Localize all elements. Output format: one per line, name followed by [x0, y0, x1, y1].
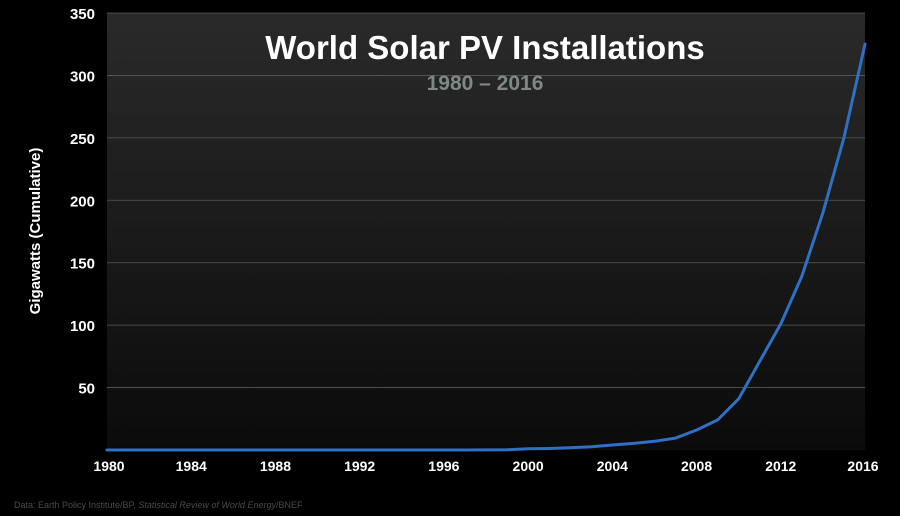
source-italic: Statistical Review of World Energy	[138, 500, 276, 510]
x-tick-label: 2012	[765, 458, 796, 474]
x-tick-label: 2004	[597, 458, 628, 474]
x-tick-label: 1992	[344, 458, 375, 474]
y-tick-label: 350	[70, 6, 95, 23]
chart-title: World Solar PV Installations	[265, 29, 704, 66]
y-tick-label: 150	[70, 256, 95, 273]
y-tick-label: 100	[70, 318, 95, 335]
x-tick-label: 1984	[176, 458, 207, 474]
source-note: Data: Earth Policy Institute/BP, Statist…	[14, 500, 302, 510]
x-tick-label: 2008	[681, 458, 712, 474]
y-tick-label: 50	[78, 381, 95, 398]
source-suffix: /BNEF	[275, 500, 303, 510]
x-tick-label: 1996	[428, 458, 459, 474]
x-tick-label: 1980	[93, 458, 124, 474]
y-tick-label: 200	[70, 193, 95, 210]
plot-area	[107, 13, 865, 450]
y-tick-label: 300	[70, 68, 95, 85]
y-tick-label: 250	[70, 131, 95, 148]
y-axis-label: Gigawatts (Cumulative)	[27, 148, 44, 315]
series-line	[105, 42, 867, 452]
source-prefix: Data: Earth Policy Institute/BP,	[14, 500, 139, 510]
x-tick-label: 2016	[847, 458, 878, 474]
x-tick-label: 1988	[260, 458, 291, 474]
x-tick-label: 2000	[513, 458, 544, 474]
chart-subtitle: 1980 – 2016	[427, 72, 544, 95]
